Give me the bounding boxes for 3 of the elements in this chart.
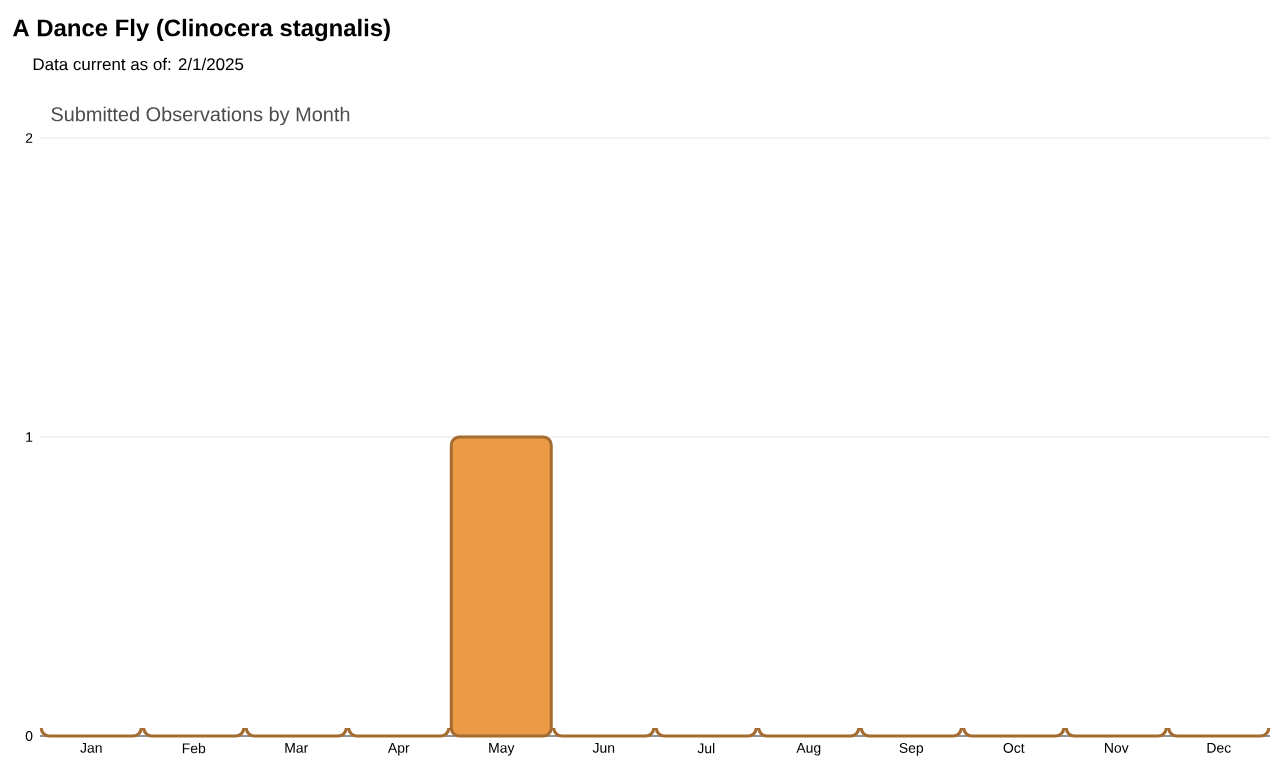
chart-subtitle: Data current as of: 2/1/2025: [33, 57, 244, 71]
text: Submitted Observations by Month: [51, 106, 350, 126]
chart-title: A Dance Fly (Clinocera stagnalis): [13, 18, 390, 42]
